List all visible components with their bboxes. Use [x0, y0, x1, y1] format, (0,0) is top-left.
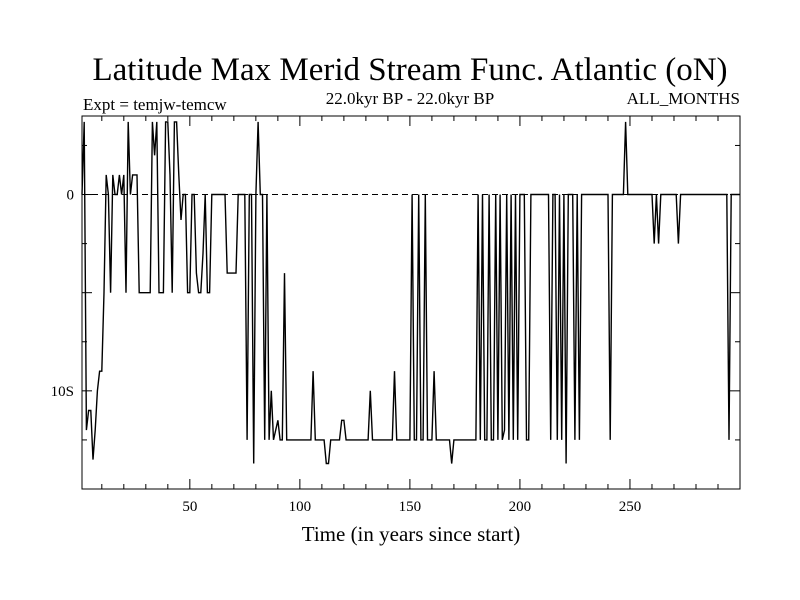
chart-title: Latitude Max Merid Stream Func. Atlantic… [92, 52, 727, 88]
x-tick-label-50: 50 [182, 499, 197, 515]
plot-frame [81, 115, 741, 490]
plot-area: 50 100 150 200 250 0 10S [51, 115, 741, 515]
y-tick-label-10S: 10S [51, 384, 74, 400]
y-tick-label-0: 0 [67, 188, 75, 204]
experiment-label: Expt = temjw-temcw [83, 95, 227, 114]
x-tick-label-150: 150 [399, 499, 422, 515]
period-label: 22.0kyr BP - 22.0kyr BP [326, 89, 494, 108]
y-axis-ticks: 0 10S [51, 144, 740, 441]
x-tick-label-250: 250 [619, 499, 642, 515]
x-axis-ticks: 50 100 150 200 250 [101, 116, 719, 515]
series-line [81, 121, 740, 465]
months-label: ALL_MONTHS [627, 89, 740, 108]
x-axis-label: Time (in years since start) [302, 522, 521, 546]
x-tick-label-200: 200 [509, 499, 532, 515]
x-tick-label-100: 100 [289, 499, 312, 515]
